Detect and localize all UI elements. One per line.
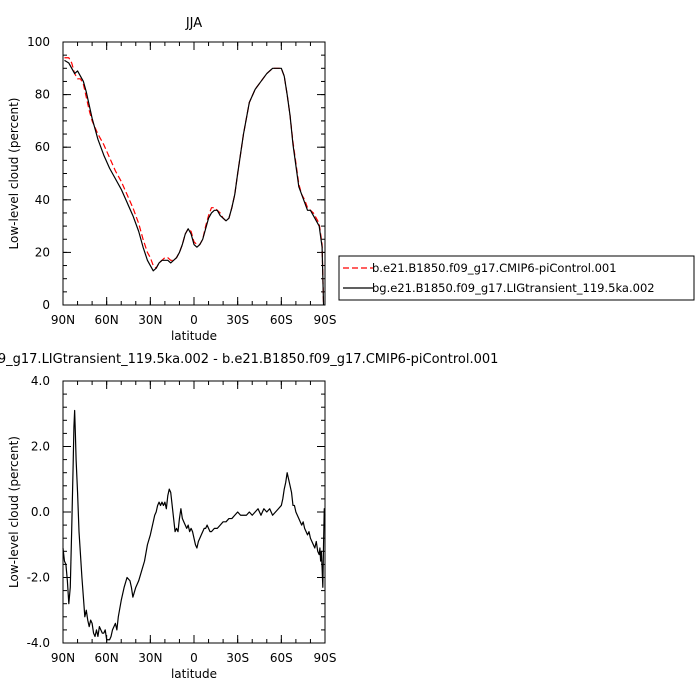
chart-title: bg.e21.B1850.f09_g17.LIGtransient_119.5k… bbox=[0, 352, 498, 367]
bottom-panel: bg.e21.B1850.f09_g17.LIGtransient_119.5k… bbox=[0, 352, 498, 681]
y-tick-label: 0 bbox=[42, 298, 50, 312]
x-tick-label: 60N bbox=[95, 651, 119, 665]
y-tick-label: 40 bbox=[35, 193, 50, 207]
x-tick-label: 30N bbox=[138, 313, 162, 327]
x-axis-label: latitude bbox=[171, 329, 217, 343]
y-tick-label: 20 bbox=[35, 245, 50, 259]
x-tick-label: 90S bbox=[314, 651, 337, 665]
x-tick-label: 30S bbox=[226, 313, 249, 327]
y-axis-label: Low-level cloud (percent) bbox=[7, 436, 21, 588]
y-tick-label: -2.0 bbox=[27, 571, 50, 585]
y-tick-label: 60 bbox=[35, 140, 50, 154]
y-tick-label: 0.0 bbox=[31, 505, 50, 519]
x-tick-label: 60N bbox=[95, 313, 119, 327]
x-tick-label: 30N bbox=[138, 651, 162, 665]
x-tick-label: 30S bbox=[226, 651, 249, 665]
y-tick-label: 4.0 bbox=[31, 374, 50, 388]
x-tick-label: 90N bbox=[51, 651, 75, 665]
y-tick-label: 2.0 bbox=[31, 440, 50, 454]
x-tick-label: 0 bbox=[190, 651, 198, 665]
x-tick-label: 0 bbox=[190, 313, 198, 327]
series-line-ligtransient bbox=[64, 59, 325, 306]
legend-entry: bg.e21.B1850.f09_g17.LIGtransient_119.5k… bbox=[372, 281, 655, 295]
x-tick-label: 60S bbox=[270, 651, 293, 665]
x-tick-label: 90N bbox=[51, 313, 75, 327]
y-tick-label: -4.0 bbox=[27, 636, 50, 650]
legend-box bbox=[338, 255, 695, 301]
top-panel: JJA 90N 60N 30N 0 30S 60S 90S 0 20 40 60 80 100 latitu… bbox=[7, 16, 695, 343]
x-tick-label: 60S bbox=[270, 313, 293, 327]
y-tick-label: 80 bbox=[35, 88, 50, 102]
chart-title: JJA bbox=[185, 16, 202, 31]
plot-frame bbox=[62, 41, 326, 306]
x-tick-label: 90S bbox=[314, 313, 337, 327]
y-axis-label: Low-level cloud (percent) bbox=[7, 98, 21, 250]
legend-entry: b.e21.B1850.f09_g17.CMIP6-piControl.001 bbox=[372, 261, 617, 275]
series-line-picontrol bbox=[64, 57, 325, 306]
x-axis-label: latitude bbox=[171, 667, 217, 681]
y-tick-label: 100 bbox=[27, 35, 50, 49]
plot-frame bbox=[62, 380, 326, 644]
difference-line bbox=[62, 409, 326, 641]
